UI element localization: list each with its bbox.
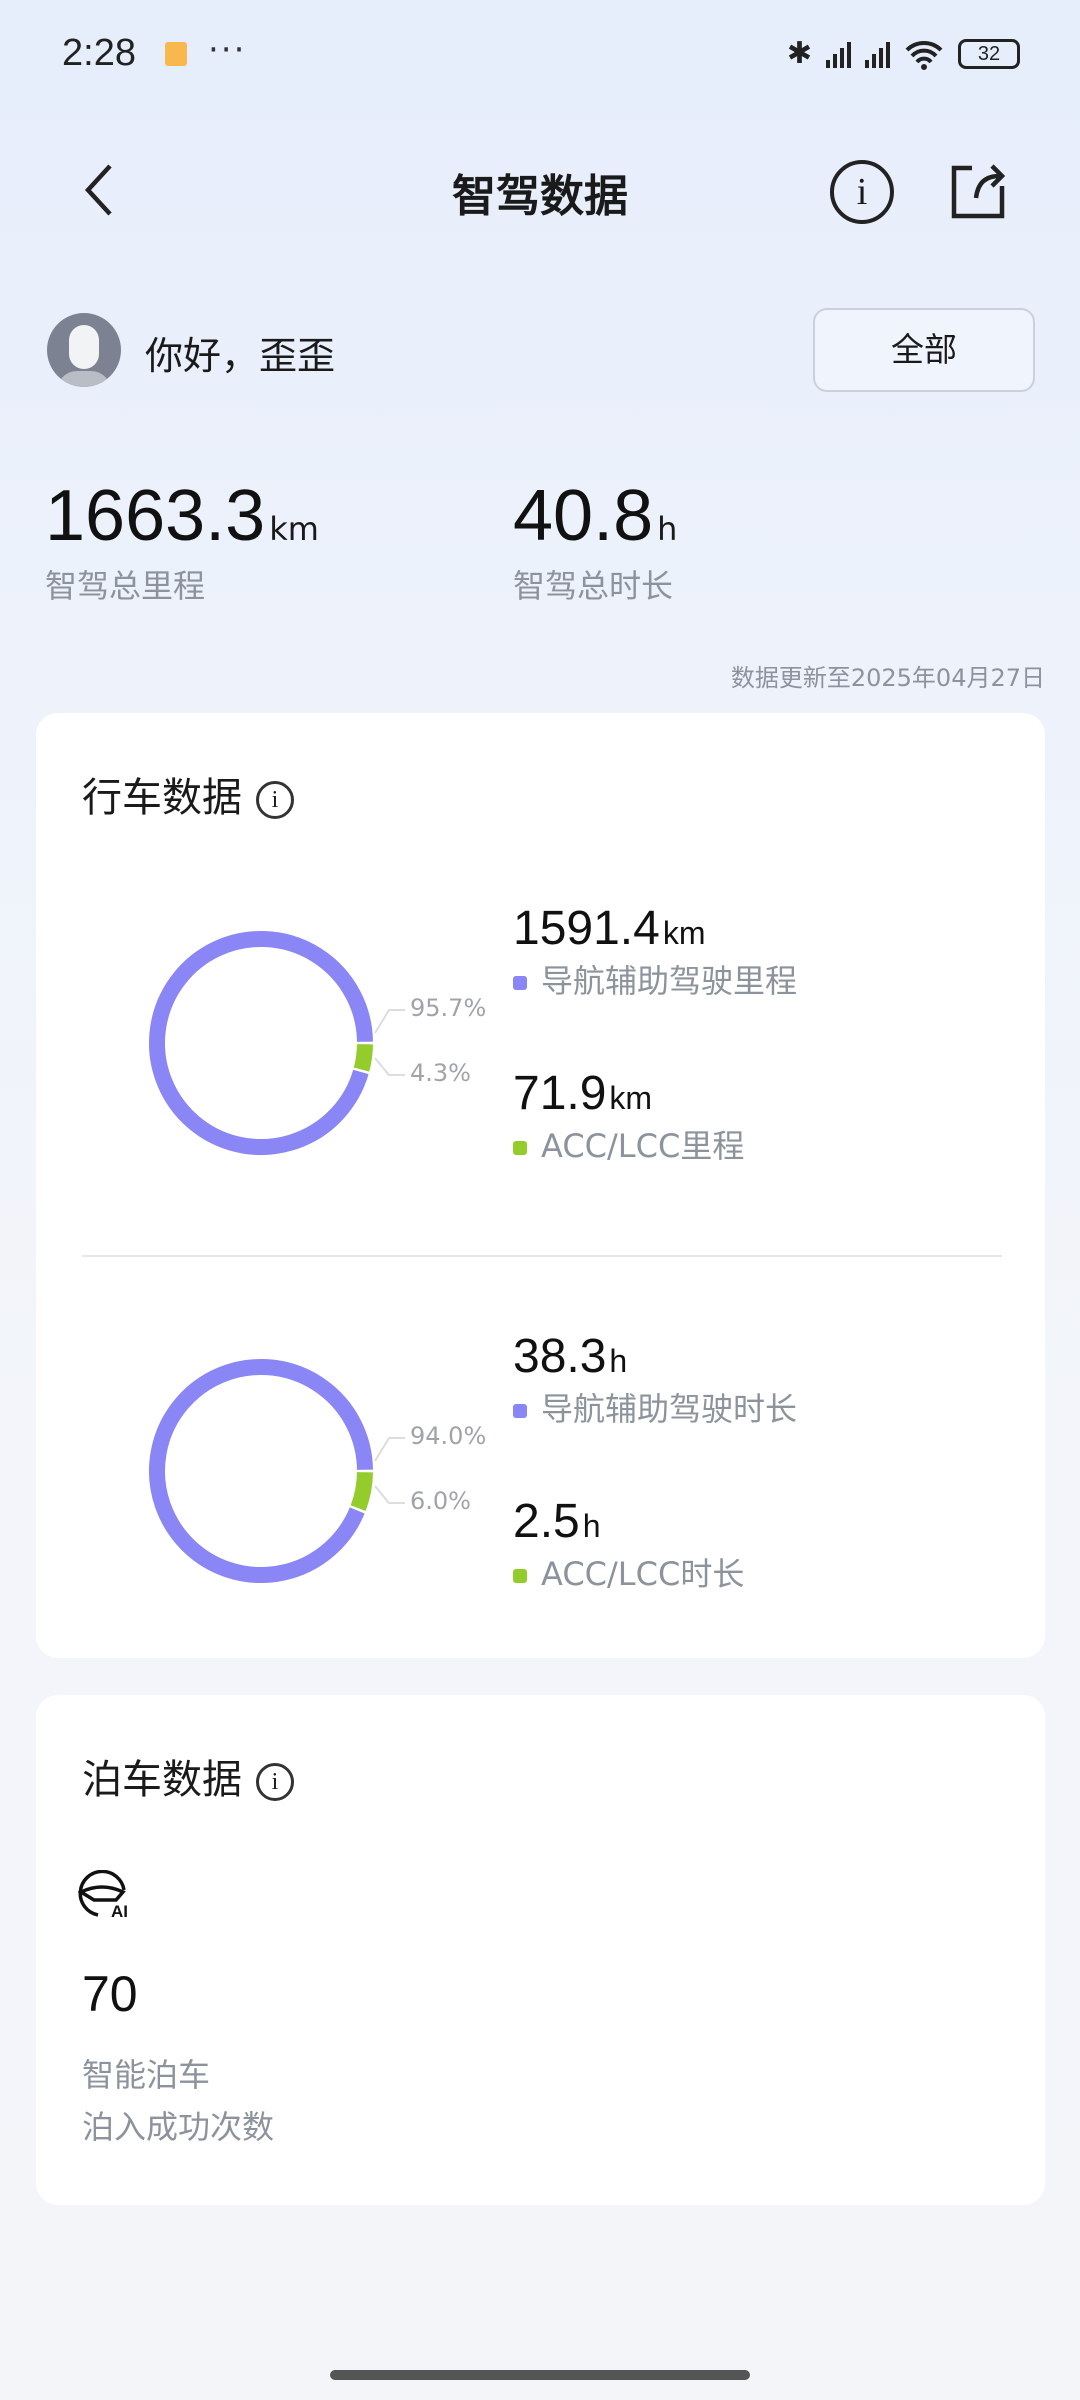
status-bar: 2:28 ··· ✱ 32 (0, 30, 1080, 86)
acc-mileage-label: ACC/LCC里程 (541, 1127, 745, 1165)
percent-label: 6.0% (410, 1487, 471, 1515)
svg-text:AI: AI (111, 1902, 128, 1920)
acc-mileage-unit: km (609, 1080, 653, 1116)
acc-mileage: 71.9km ACC/LCC里程 (513, 1066, 744, 1167)
acc-duration: 2.5h ACC/LCC时长 (513, 1494, 744, 1595)
legend-swatch (513, 976, 527, 990)
acc-duration-unit: h (582, 1508, 601, 1544)
avatar[interactable] (47, 313, 121, 387)
greeting: 你好，歪歪 (145, 334, 336, 378)
total-duration-label: 智驾总时长 (513, 567, 674, 605)
nav-duration-label: 导航辅助驾驶时长 (541, 1390, 798, 1428)
legend-swatch (513, 1141, 527, 1155)
parking-sublabel: 泊入成功次数 (82, 2108, 275, 2146)
donut-segment-acc (353, 1043, 373, 1072)
nav-mileage-value: 1591.4 (513, 902, 660, 955)
nav-duration-unit: h (609, 1343, 628, 1379)
total-duration-unit: h (657, 510, 678, 548)
duration-donut-chart: 94.0% 6.0% (149, 1359, 486, 1583)
total-duration-value: 40.8 (513, 476, 654, 556)
mileage-donut-chart: 95.7% 4.3% (149, 931, 486, 1155)
parking-data-card: 泊车数据 i AI 70 智能泊车 泊入成功次数 (36, 1695, 1045, 2205)
info-button[interactable]: i (830, 160, 894, 224)
acc-duration-value: 2.5 (513, 1495, 580, 1548)
total-mileage-label: 智驾总里程 (45, 567, 206, 605)
bluetooth-icon: ✱ (786, 36, 812, 71)
page-title: 智驾数据 (452, 171, 628, 222)
update-date: 数据更新至2025年04月27日 (730, 664, 1045, 692)
total-mileage-value: 1663.3 (45, 476, 266, 556)
driving-data-title: 行车数据 i (82, 765, 294, 823)
legend-swatch (513, 1404, 527, 1418)
ai-parking-icon: AI (78, 1870, 128, 1920)
acc-mileage-value: 71.9 (513, 1067, 607, 1120)
driving-data-card: 行车数据 i 95.7% 4.3% 1591.4km 导航辅助驾驶里程 71.9km… (36, 713, 1045, 1658)
nav-duration: 38.3h 导航辅助驾驶时长 (513, 1329, 797, 1430)
status-icons: ✱ 32 (787, 36, 1020, 71)
parking-data-title: 泊车数据 i (82, 1747, 294, 1805)
nav-mileage: 1591.4km 导航辅助驾驶里程 (513, 901, 797, 1002)
leader-line (374, 1057, 405, 1076)
signal-icon-2 (865, 40, 890, 68)
leader-line (374, 1009, 405, 1034)
more-notifications-icon: ··· (208, 30, 247, 70)
info-icon[interactable]: i (256, 1763, 294, 1801)
back-button[interactable] (80, 162, 120, 218)
info-icon[interactable]: i (256, 781, 294, 819)
filter-all-button[interactable]: 全部 (813, 308, 1035, 392)
wifi-icon (905, 40, 943, 70)
donut-segment-acc (350, 1471, 373, 1511)
home-indicator[interactable] (330, 2370, 750, 2380)
divider (82, 1255, 1002, 1257)
nav-duration-value: 38.3 (513, 1330, 607, 1383)
leader-line (374, 1485, 405, 1504)
percent-label: 4.3% (410, 1059, 471, 1087)
nav-mileage-unit: km (662, 915, 706, 951)
share-button[interactable] (950, 162, 1006, 220)
donut-segment-nav (149, 1359, 373, 1583)
driving-title-text: 行车数据 (82, 775, 242, 821)
status-time: 2:28 (62, 32, 136, 74)
battery-icon: 32 (958, 38, 1020, 69)
total-duration: 40.8 h 智驾总时长 (513, 475, 677, 607)
leader-line (374, 1437, 405, 1462)
parking-count: 70 (82, 1966, 138, 2022)
donut-segment-nav (149, 931, 373, 1155)
percent-label: 94.0% (410, 1422, 486, 1450)
notification-icon (165, 42, 187, 66)
nav-mileage-label: 导航辅助驾驶里程 (541, 962, 798, 1000)
total-mileage-unit: km (269, 510, 319, 548)
acc-duration-label: ACC/LCC时长 (541, 1555, 745, 1593)
total-mileage: 1663.3 km 智驾总里程 (45, 475, 319, 607)
signal-icon (826, 40, 851, 68)
parking-label: 智能泊车 (82, 2056, 211, 2094)
legend-swatch (513, 1569, 527, 1583)
percent-label: 95.7% (410, 994, 486, 1022)
parking-title-text: 泊车数据 (82, 1757, 242, 1803)
